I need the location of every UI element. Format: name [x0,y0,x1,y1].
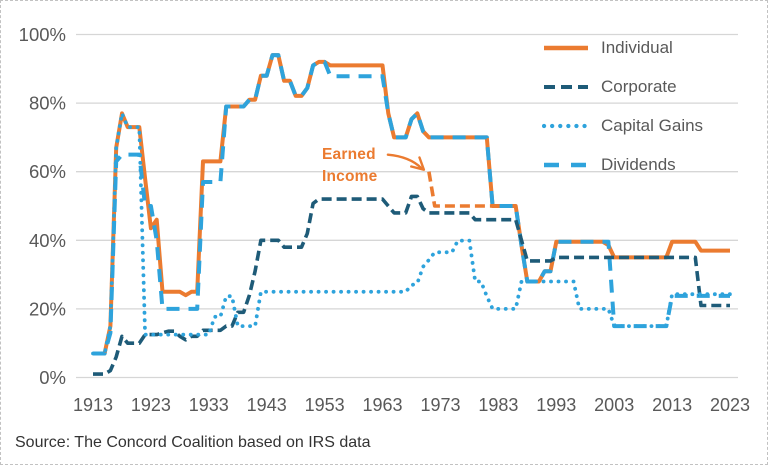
source-note: Source: The Concord Coalition based on I… [15,434,371,451]
legend: Individual Corporate Capital Gains Divid… [542,28,757,184]
x-axis-label: 1933 [189,395,229,415]
x-axis-label: 1913 [73,395,113,415]
legend-label-dividends: Dividends [601,154,676,174]
capital-gains-line-sample-icon [542,123,590,128]
y-axis-label: 80% [29,93,66,114]
legend-label-capital-gains: Capital Gains [601,115,704,135]
x-axis-label: 2003 [594,395,634,415]
annotation-arrow-icon [386,153,423,170]
x-axis-label: 1943 [247,395,287,415]
legend-item-dividends: Dividends [542,145,757,184]
y-axis-label: 100% [19,24,66,45]
x-axis-label: 2023 [710,395,750,415]
x-axis-label: 1963 [362,395,402,415]
earned-income-annotation-line2: Income [322,168,378,185]
x-axis-label: 2013 [652,395,692,415]
corporate-line-sample-icon [544,84,588,89]
x-axis-label: 1953 [305,395,345,415]
legend-item-corporate: Corporate [542,67,757,106]
individual-line-sample-icon [544,45,588,50]
x-axis-label: 1923 [131,395,171,415]
annotation-arrowhead-icon [410,156,426,171]
dividends-line-sample-icon [544,162,588,167]
series-dividends-line [93,53,730,356]
series-corporate-line [93,194,730,376]
series-capital-gains-line [91,111,732,356]
earned-income-annotation: Earned Income [322,144,377,188]
x-axis-label: 1983 [478,395,518,415]
legend-item-capital-gains: Capital Gains [542,106,757,145]
legend-label-corporate: Corporate [601,76,677,96]
x-axis-label: 1973 [420,395,460,415]
legend-label-individual: Individual [601,37,673,57]
y-axis-label: 20% [29,298,66,319]
earned-income-annotation-line1: Earned [322,146,376,163]
y-axis-label: 0% [39,367,66,388]
y-axis-label: 40% [29,230,66,251]
series-earned-income-line [427,171,493,208]
x-axis-label: 1993 [536,395,576,415]
y-axis-label: 60% [29,161,66,182]
legend-item-individual: Individual [542,28,757,67]
